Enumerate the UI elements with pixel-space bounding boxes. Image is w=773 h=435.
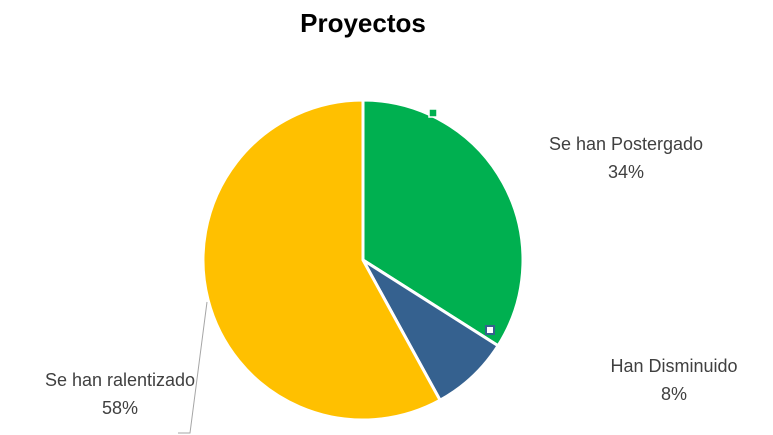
data-label-name: Se han ralentizado bbox=[45, 370, 195, 390]
label-anchor bbox=[485, 325, 495, 335]
data-label-value: 58% bbox=[102, 398, 138, 418]
leader-line bbox=[178, 301, 208, 434]
data-label-name: Han Disminuido bbox=[610, 356, 737, 376]
pie-slice bbox=[201, 98, 443, 422]
label-anchor bbox=[428, 108, 438, 118]
data-label-value: 8% bbox=[661, 384, 687, 404]
data-label-name: Se han Postergado bbox=[549, 134, 703, 154]
data-label-value: 34% bbox=[608, 162, 644, 182]
chart-title: Proyectos bbox=[300, 8, 426, 38]
